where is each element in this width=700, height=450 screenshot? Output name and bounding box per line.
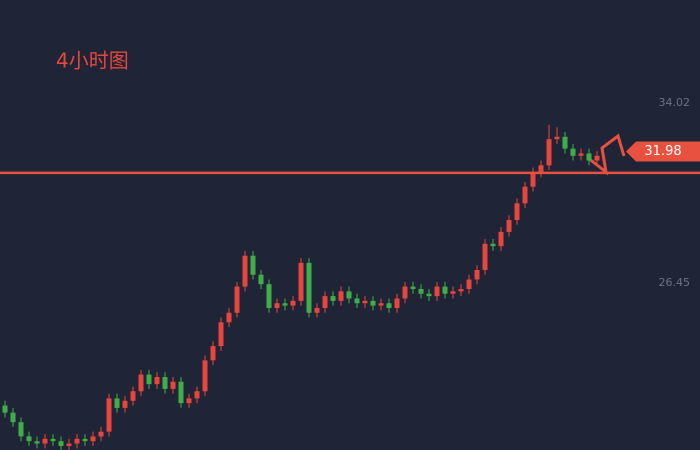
candle-body	[266, 284, 272, 309]
candle-body	[66, 443, 72, 446]
candle-body	[2, 405, 8, 413]
candle-body	[450, 291, 456, 294]
candle-body	[18, 422, 24, 437]
candle-body	[58, 441, 64, 446]
candle-body	[498, 231, 504, 247]
candle-body	[482, 243, 488, 270]
candle-body	[362, 300, 368, 304]
candle-body	[418, 288, 424, 294]
candle-body	[178, 381, 184, 404]
candle-body	[282, 303, 288, 306]
candle-body	[274, 303, 280, 309]
candle-body	[338, 291, 344, 301]
candle-body	[570, 148, 576, 156]
candle-body	[298, 262, 304, 301]
candle-body	[50, 438, 56, 442]
candle-body	[98, 431, 104, 437]
candle-body	[586, 153, 592, 161]
candle-body	[234, 286, 240, 313]
candle-body	[290, 300, 296, 306]
candle-body	[146, 374, 152, 385]
candle-body	[242, 255, 248, 287]
candle-body	[490, 243, 496, 247]
candle-body	[154, 376, 160, 385]
candle-body	[114, 398, 120, 408]
candle-body	[314, 308, 320, 313]
candle-body	[578, 153, 584, 156]
candle-body	[522, 186, 528, 204]
candle-body	[130, 391, 136, 401]
candle-body	[458, 288, 464, 292]
candle-body	[402, 286, 408, 299]
candle-body	[346, 291, 352, 299]
candle-body	[90, 436, 96, 442]
candle-body	[330, 296, 336, 301]
candle-body	[506, 220, 512, 232]
candle-body	[562, 136, 568, 149]
candle-body	[530, 172, 536, 187]
candle-body	[594, 155, 600, 161]
candle-body	[138, 374, 144, 392]
candle-body	[34, 441, 40, 444]
chart-title: 4小时图	[56, 49, 129, 73]
candle-body	[474, 269, 480, 280]
candle-body	[218, 322, 224, 347]
candle-body	[82, 438, 88, 442]
price-tag-label: 31.98	[644, 144, 681, 159]
candle-body	[370, 300, 376, 306]
candle-body	[538, 165, 544, 173]
candle-body	[210, 346, 216, 361]
candle-body	[394, 298, 400, 309]
candle-body	[250, 255, 256, 275]
candle-body	[322, 296, 328, 309]
candle-body	[226, 312, 232, 323]
candle-body	[258, 274, 264, 285]
price-tag	[626, 141, 700, 162]
candle-body	[386, 303, 392, 309]
candle-body	[122, 400, 128, 408]
candle-body	[426, 293, 432, 297]
candle-body	[554, 136, 560, 140]
arrow-annotation	[587, 133, 626, 176]
candle-body	[74, 438, 80, 444]
y-tick-label: 26.45	[659, 276, 691, 289]
y-tick-label: 34.02	[659, 96, 691, 109]
candle-body	[10, 412, 16, 423]
candle-body	[434, 286, 440, 297]
candle-body	[378, 303, 384, 306]
candle-body	[42, 438, 48, 444]
candle-body	[546, 139, 552, 166]
candle-body	[194, 391, 200, 399]
candle-body	[442, 286, 448, 294]
candle-body	[106, 398, 112, 432]
candle-body	[410, 286, 416, 289]
candle-body	[26, 436, 32, 442]
candle-body	[202, 360, 208, 392]
candle-body	[514, 203, 520, 221]
candle-body	[306, 262, 312, 313]
candle-body	[186, 398, 192, 404]
candle-body	[162, 376, 168, 389]
candle-body	[466, 279, 472, 289]
candle-body	[354, 298, 360, 304]
candle-body	[170, 381, 176, 389]
